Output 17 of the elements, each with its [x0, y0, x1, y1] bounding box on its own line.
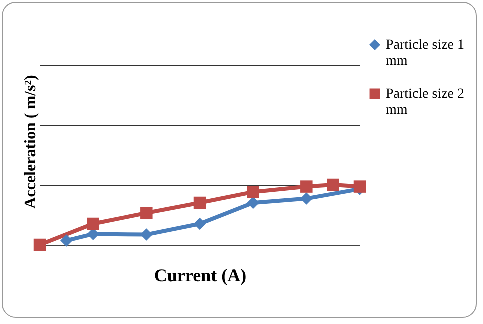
point: [60, 234, 73, 247]
point: [247, 196, 260, 210]
point: [327, 178, 340, 192]
point: [300, 180, 313, 193]
point: [354, 180, 366, 193]
point: [300, 192, 313, 205]
x-axis-title: Current (A): [154, 266, 247, 286]
point: [194, 196, 206, 210]
point: [34, 238, 46, 252]
legend-label: Particle size 2 mm: [386, 87, 465, 118]
point: [140, 207, 153, 220]
point: [140, 228, 153, 241]
legend-label: Particle size 1 mm: [386, 38, 465, 69]
point: [247, 186, 260, 198]
point: [87, 218, 100, 230]
point: [194, 218, 206, 230]
y-axis-title: Acceleration ( m/s²): [22, 75, 40, 209]
